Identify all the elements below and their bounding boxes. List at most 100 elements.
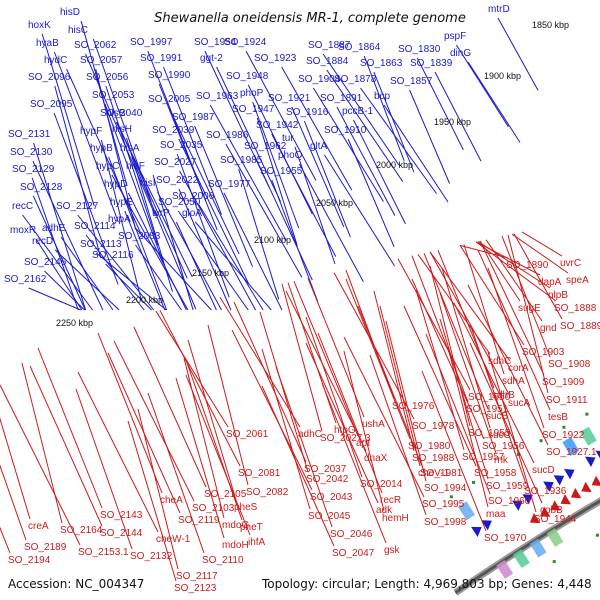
forward-gene-label: hisB (106, 108, 126, 119)
forward-connector (281, 66, 353, 191)
reverse-gene-label: SO_2014 (360, 479, 403, 490)
reverse-connector (275, 366, 333, 528)
forward-connector (28, 287, 81, 311)
forward-connector (108, 156, 168, 311)
forward-connector (245, 50, 317, 181)
forward-gene-label: SO_2116 (92, 250, 134, 261)
forward-connector (256, 117, 298, 246)
reverse-gene-label: SO_2164 (60, 525, 103, 536)
forward-connector (85, 234, 145, 311)
forward-connector (53, 112, 119, 285)
reverse-connector (487, 267, 545, 429)
reverse-connector (261, 348, 311, 510)
forward-connector (95, 68, 137, 230)
reverse-connector (467, 284, 549, 446)
forward-gene-label: adhE (42, 223, 66, 234)
reverse-gene-label: SO_1958 (474, 468, 517, 479)
reverse-connector (321, 382, 387, 544)
reverse-connector (479, 240, 545, 376)
forward-gene-label: mtrD (488, 4, 510, 15)
forward-gene-label: hypD (104, 179, 127, 190)
tick-marker (562, 425, 566, 429)
reverse-gene-label: sugE (518, 303, 541, 314)
forward-gene-label: tyrP (152, 208, 170, 219)
forward-connector (194, 125, 254, 267)
forward-gene-label: SO_1947 (232, 104, 275, 115)
forward-connector (95, 252, 167, 311)
tick-marker (595, 533, 599, 537)
forward-connector (373, 71, 415, 173)
forward-connector (105, 85, 159, 246)
reverse-gene-label: uvrC (560, 258, 581, 269)
reverse-gene-label: corA (508, 363, 529, 374)
forward-gene-label: SO_2057 (80, 55, 123, 66)
reverse-connector (293, 281, 359, 437)
reverse-gene-arrow (570, 487, 582, 499)
forward-gene-label: SO_1921 (268, 93, 311, 104)
reverse-connector (487, 351, 537, 513)
forward-connector (209, 104, 287, 241)
forward-gene-label: SO_1955 (260, 166, 303, 177)
forward-gene-label: SO_2146 (24, 257, 67, 268)
reverse-connector (477, 241, 551, 289)
forward-gene-label: SO_2006 (172, 191, 215, 202)
forward-gene-arrow (512, 500, 523, 511)
forward-connector (298, 163, 364, 283)
reverse-gene-label: ihfA (248, 537, 266, 548)
reverse-connector (411, 278, 485, 440)
feature-block (512, 549, 530, 569)
forward-gene-label: SO_1948 (226, 71, 269, 82)
forward-gene-label: SO_1830 (398, 44, 441, 55)
forward-connector (347, 138, 395, 247)
forward-connector (168, 107, 240, 255)
forward-connector (353, 119, 406, 225)
reverse-connector (285, 290, 367, 452)
forward-gene-label: hypC (96, 161, 119, 172)
reverse-gene-arrow (591, 475, 600, 486)
reverse-gene-label: adk (376, 505, 393, 516)
reverse-gene-label: SO_1953 (468, 428, 511, 439)
reverse-gene-label: htpG (334, 425, 356, 436)
reverse-gene-label: sucB (486, 411, 509, 422)
reverse-connector (439, 318, 489, 480)
reverse-connector (183, 357, 225, 519)
forward-connector (54, 249, 120, 311)
forward-gene-label: recD (32, 236, 53, 247)
reverse-connector (77, 371, 159, 533)
reverse-gene-label: recR (380, 495, 401, 506)
forward-connector (135, 244, 182, 311)
reverse-connector (379, 305, 421, 467)
reverse-gene-label: SO_2189 (24, 542, 67, 553)
reverse-connector (469, 342, 543, 504)
forward-gene-label: SO_1990 (148, 70, 191, 81)
forward-gene-label: SO_1985 (220, 155, 263, 166)
reverse-gene-label: apt (356, 438, 370, 449)
forward-gene-label: moxR (10, 225, 36, 236)
reverse-gene-label: dnaX (364, 453, 388, 464)
reverse-gene-label: SO_1888 (554, 303, 597, 314)
reverse-gene-label: SO_2027.3 (320, 433, 371, 444)
forward-gene-label: SO_1977 (208, 179, 251, 190)
forward-gene-label: SO_2129 (12, 164, 55, 175)
forward-gene-label: SO_1857 (390, 76, 433, 87)
forward-gene-label: SO_2040 (100, 108, 143, 119)
reverse-gene-label: SO_1927.1 (546, 447, 597, 458)
reverse-connector (175, 377, 225, 539)
reverse-gene-label: SO_1890 (506, 260, 549, 271)
forward-connector (33, 142, 87, 311)
reverse-connector (477, 249, 551, 411)
reverse-connector (417, 254, 491, 355)
reverse-connector (343, 350, 385, 512)
forward-gene-label: SO_2027 (154, 157, 197, 168)
reverse-gene-label: SO_1911 (546, 395, 588, 406)
reverse-gene-label: dapA (538, 277, 562, 288)
reverse-gene-label: SO_1956 (482, 441, 525, 452)
forward-gene-label: SO_2035 (160, 140, 203, 151)
tick-marker (552, 560, 556, 564)
reverse-connector (261, 385, 335, 547)
forward-gene-label: SO_2083 (118, 231, 161, 242)
forward-gene-label: SO_1887 (308, 40, 351, 51)
reverse-gene-label: SO_1960 (488, 496, 531, 507)
reverse-gene-label: SO_2082 (246, 487, 289, 498)
